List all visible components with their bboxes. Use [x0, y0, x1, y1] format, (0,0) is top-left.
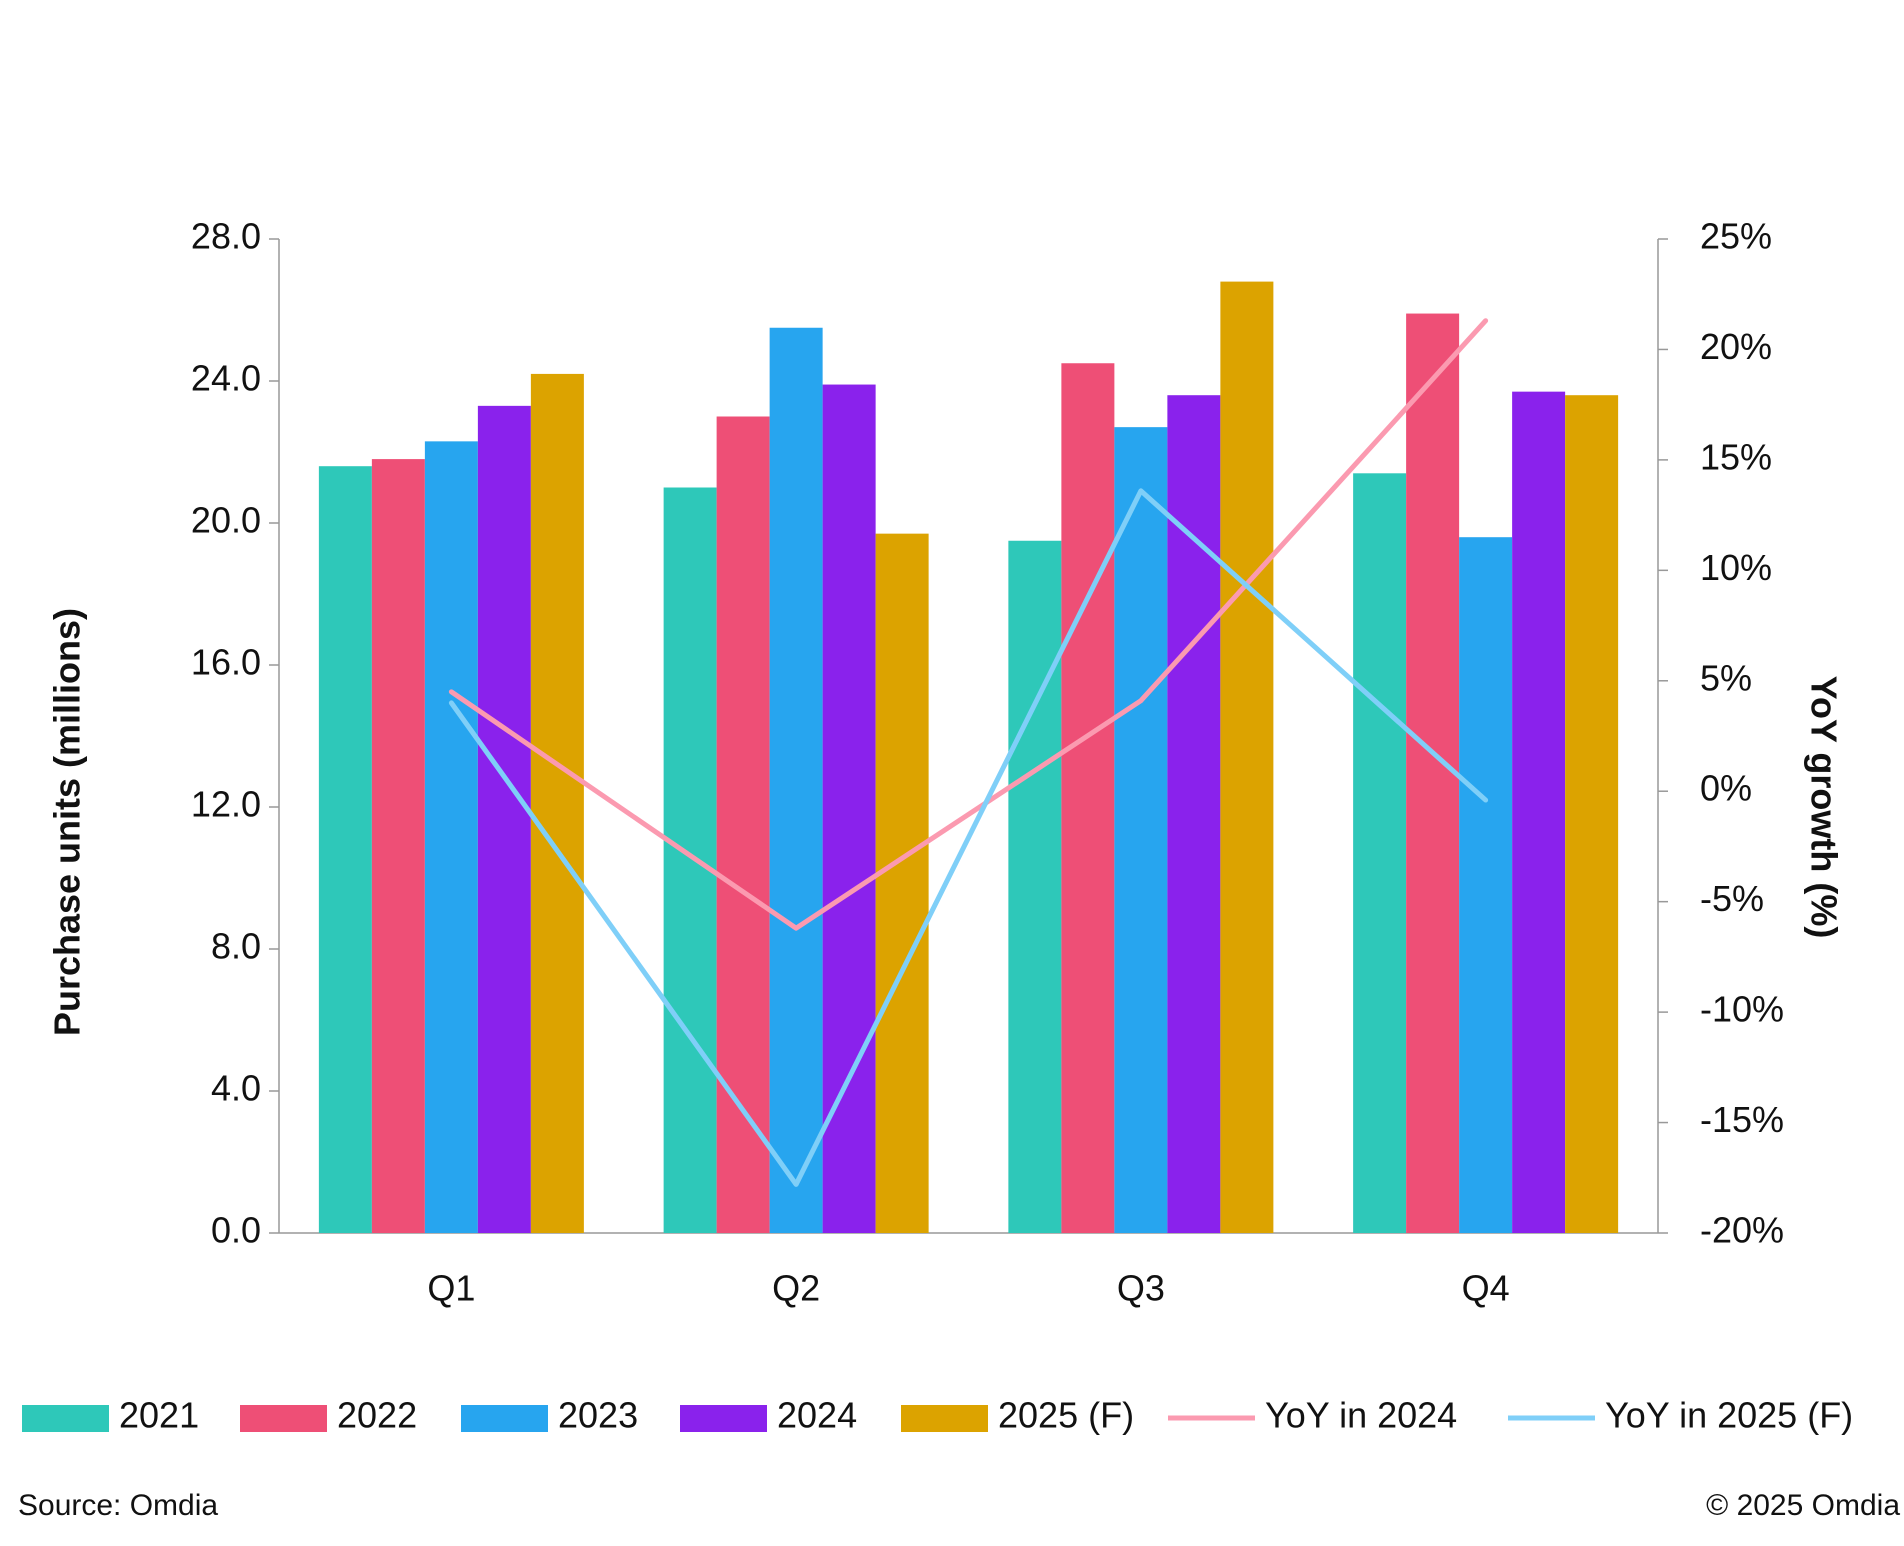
line	[448, 488, 1489, 1187]
y2-tick-label: -5%	[1700, 878, 1764, 919]
bar	[371, 459, 425, 1234]
bar	[1167, 395, 1221, 1233]
bar	[424, 441, 478, 1234]
y2-tick-label: 10%	[1700, 547, 1772, 588]
y-tick-label: 16.0	[191, 642, 261, 683]
legend-label: YoY in 2024	[1265, 1395, 1457, 1436]
bar	[318, 466, 372, 1233]
legend-label: 2025 (F)	[998, 1395, 1134, 1436]
y-tick-label: 28.0	[191, 216, 261, 257]
bar	[1061, 363, 1115, 1233]
y2-tick-label: 15%	[1700, 436, 1772, 477]
bar	[530, 373, 584, 1233]
y2-tick-label: -10%	[1700, 989, 1784, 1030]
x-tick-label: Q2	[772, 1268, 820, 1309]
legend-label: YoY in 2025 (F)	[1605, 1395, 1853, 1436]
copyright: © 2025 Omdia	[1706, 1489, 1900, 1522]
legend-swatch	[901, 1405, 988, 1432]
bar	[769, 327, 823, 1233]
legend-swatch	[680, 1405, 767, 1432]
source: Source: Omdia	[18, 1489, 218, 1522]
x-tick-label: Q3	[1117, 1268, 1165, 1309]
x-tick-label: Q4	[1462, 1268, 1510, 1309]
y-tick-label: 0.0	[211, 1210, 261, 1251]
bar	[1512, 391, 1566, 1233]
y2-tick-label: 0%	[1700, 768, 1752, 809]
bar	[716, 416, 770, 1233]
legend-label: 2024	[777, 1395, 857, 1436]
y-tick-label: 24.0	[191, 358, 261, 399]
bar	[477, 405, 531, 1234]
bar	[1220, 281, 1274, 1234]
y2-tick-label: -15%	[1700, 1099, 1784, 1140]
legend-swatch	[22, 1405, 109, 1432]
y-tick-label: 12.0	[191, 784, 261, 825]
legend-label: 2022	[337, 1395, 417, 1436]
legend-label: 2021	[119, 1395, 199, 1436]
legend-swatch	[461, 1405, 548, 1432]
bar	[1565, 395, 1619, 1233]
y-axis-title: Purchase units (millions)	[47, 608, 88, 1036]
legend-swatch	[240, 1405, 327, 1432]
y2-tick-label: 20%	[1700, 326, 1772, 367]
bar	[1008, 540, 1062, 1233]
bar	[1353, 473, 1407, 1233]
bar	[1406, 313, 1460, 1233]
bar	[1114, 427, 1168, 1233]
line	[448, 318, 1489, 931]
y2-tick-label: -20%	[1700, 1210, 1784, 1251]
y2-tick-label: 25%	[1700, 216, 1772, 257]
y-tick-label: 20.0	[191, 500, 261, 541]
bar	[875, 533, 929, 1233]
y-tick-label: 8.0	[211, 926, 261, 967]
y2-axis-title: YoY growth (%)	[1803, 676, 1844, 939]
y-tick-label: 4.0	[211, 1068, 261, 1109]
y2-tick-label: 5%	[1700, 657, 1752, 698]
bar	[822, 384, 876, 1233]
x-tick-label: Q1	[427, 1268, 475, 1309]
legend-label: 2023	[558, 1395, 638, 1436]
bar	[663, 487, 717, 1233]
bar	[1459, 537, 1513, 1233]
